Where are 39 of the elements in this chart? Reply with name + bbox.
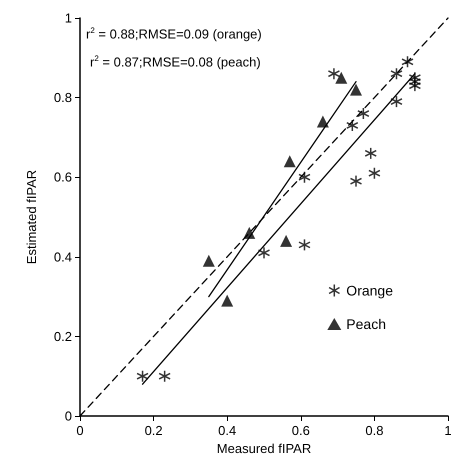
point	[390, 67, 403, 80]
x-tick-label: 0	[76, 423, 84, 438]
point	[221, 294, 234, 307]
legend-label: Orange	[346, 282, 394, 298]
point	[364, 147, 377, 160]
point	[158, 370, 171, 382]
point	[298, 238, 311, 252]
x-tick-label: 1	[444, 423, 452, 438]
point	[258, 246, 270, 260]
x-tick-label: 0.2	[144, 423, 163, 438]
point	[390, 95, 403, 108]
point	[316, 115, 329, 128]
point	[328, 67, 340, 80]
y-tick-label: 0.8	[54, 90, 72, 106]
y-axis-title: Estimated fIPAR	[24, 170, 39, 264]
point	[136, 370, 149, 382]
point	[335, 72, 348, 84]
point	[280, 234, 292, 247]
x-axis-title: Measured fIPAR	[216, 440, 312, 456]
point	[298, 170, 311, 184]
point	[350, 84, 362, 96]
x-tick-label: 0.8	[365, 423, 384, 438]
x-tick-label: 0.6	[292, 423, 310, 438]
point	[284, 155, 296, 168]
legend-label: Peach	[346, 316, 386, 332]
point	[357, 107, 370, 120]
y-tick-label: 0	[64, 408, 72, 424]
y-tick-label: 0.4	[54, 249, 72, 264]
point	[350, 174, 362, 188]
y-tick-label: 0.2	[54, 328, 72, 344]
annotation: r$^{2}$ = 0.88;RMSE=0.09 (orange)	[86, 26, 262, 42]
point	[202, 254, 215, 267]
annotation: r$^{2}$ = 0.87;RMSE=0.08 (peach)	[90, 54, 261, 70]
point	[368, 166, 381, 180]
y-tick-label: 1	[64, 10, 72, 26]
x-tick-label: 0.4	[218, 423, 236, 438]
point	[346, 119, 359, 132]
point	[401, 56, 414, 68]
y-tick-label: 0.6	[54, 170, 72, 185]
